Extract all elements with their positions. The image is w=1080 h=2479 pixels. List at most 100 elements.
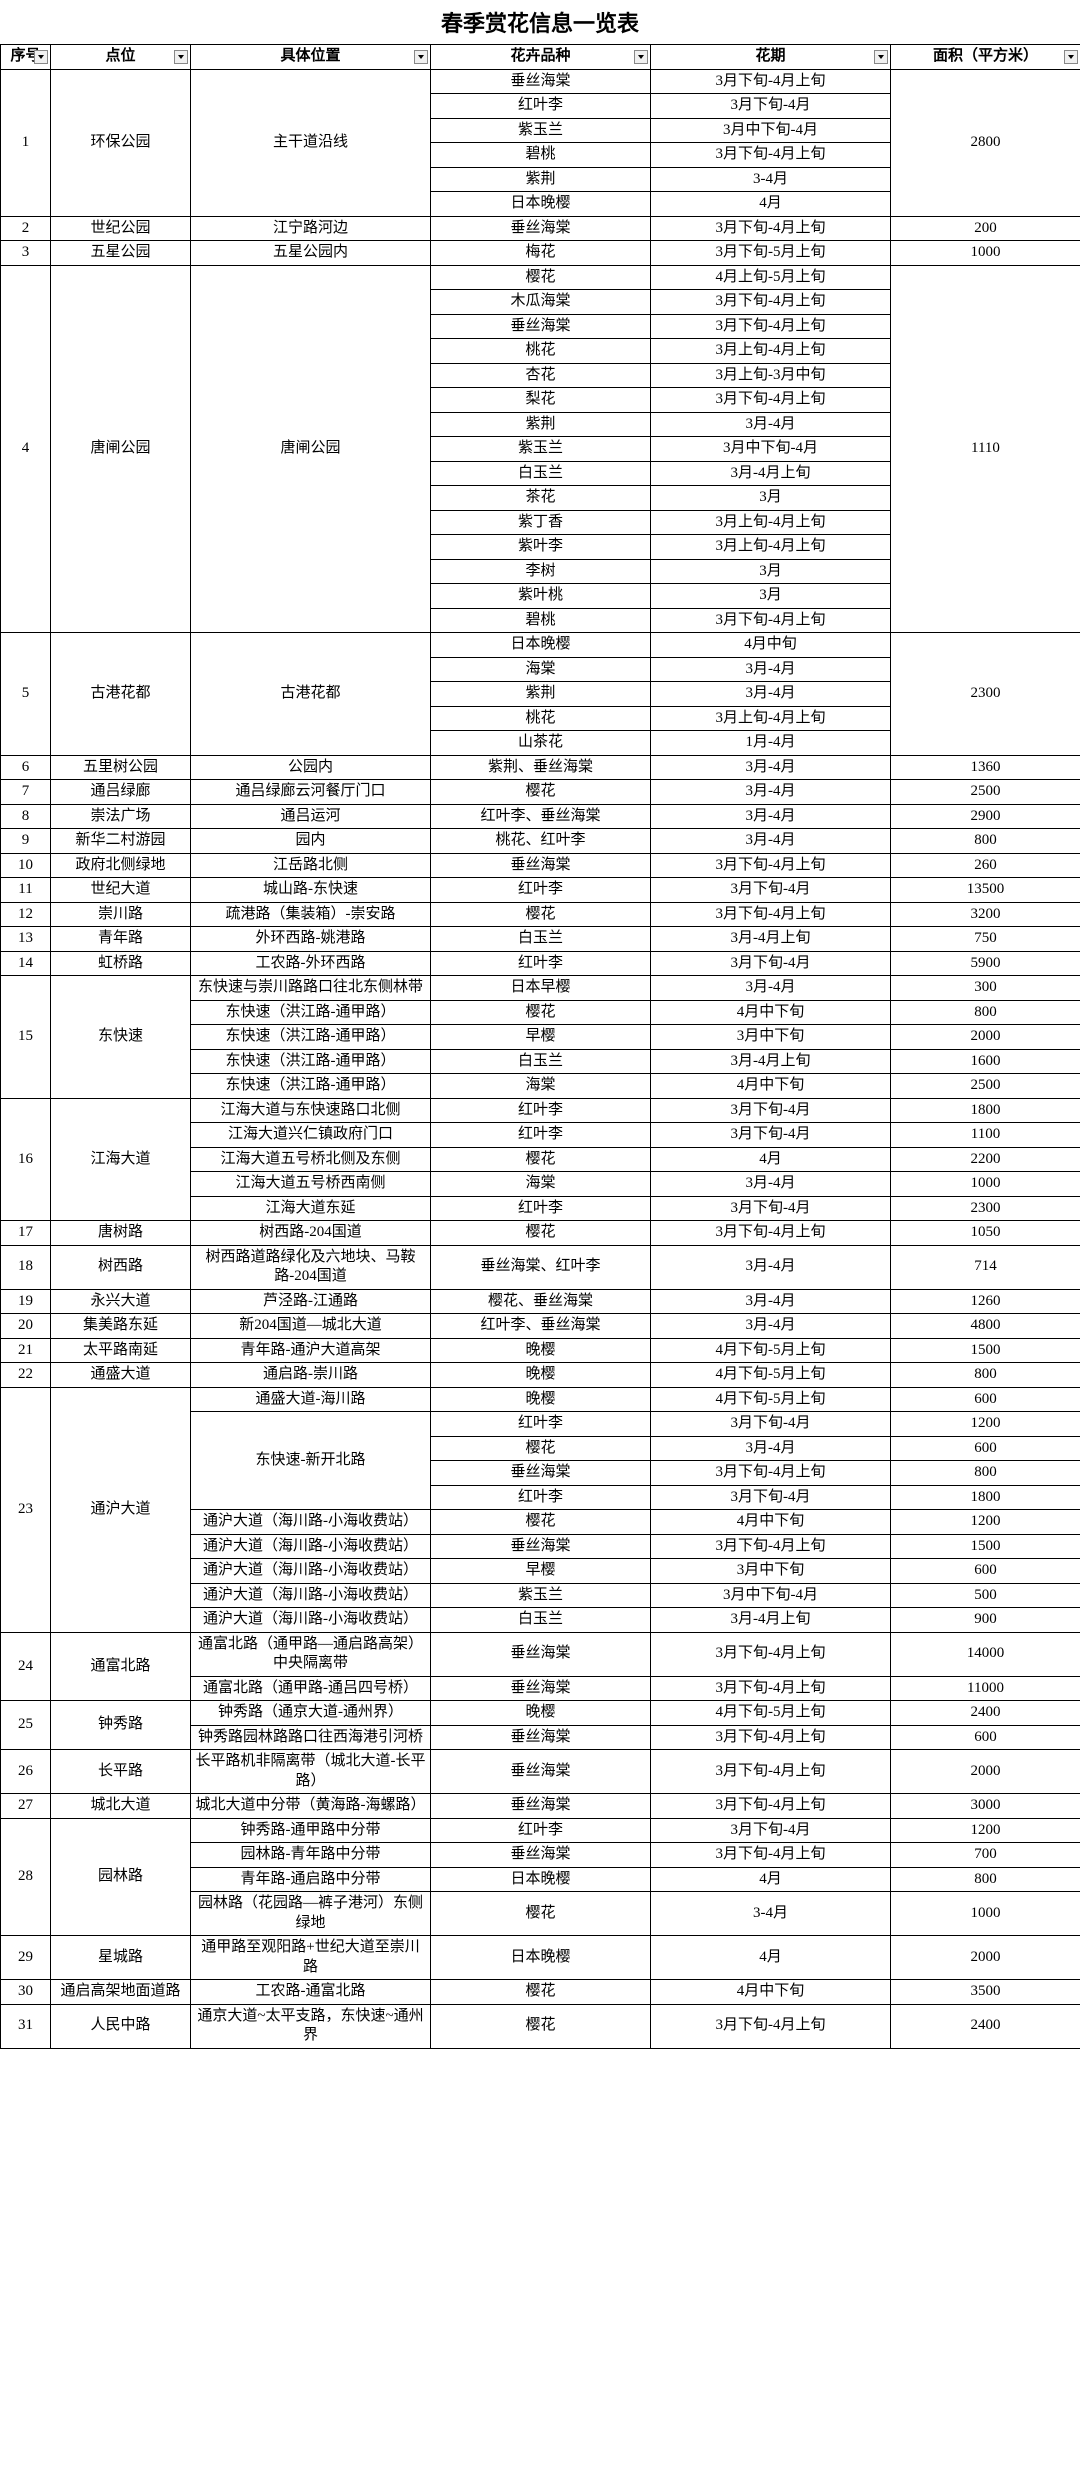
cell-site: 江海大道 xyxy=(51,1098,191,1221)
cell-area: 2200 xyxy=(891,1147,1080,1172)
cell-loc: 通沪大道（海川路-小海收费站） xyxy=(191,1608,431,1633)
cell-flower: 红叶李 xyxy=(431,951,651,976)
table-row: 2世纪公园江宁路河边垂丝海棠3月下旬-4月上旬200 xyxy=(1,216,1080,241)
cell-period: 3月-4月 xyxy=(651,804,891,829)
cell-period: 1月-4月 xyxy=(651,731,891,756)
filter-icon[interactable] xyxy=(634,50,648,64)
cell-flower: 紫玉兰 xyxy=(431,437,651,462)
cell-area: 1000 xyxy=(891,1892,1080,1936)
cell-period: 3月下旬-4月 xyxy=(651,1123,891,1148)
cell-site: 唐树路 xyxy=(51,1221,191,1246)
cell-period: 3月-4月上旬 xyxy=(651,461,891,486)
cell-seq: 19 xyxy=(1,1289,51,1314)
filter-icon[interactable] xyxy=(174,50,188,64)
table-row: 24通富北路通富北路（通甲路—通启路高架）中央隔离带垂丝海棠3月下旬-4月上旬1… xyxy=(1,1632,1080,1676)
cell-loc: 通富北路（通甲路-通吕四号桥） xyxy=(191,1676,431,1701)
cell-loc: 通沪大道（海川路-小海收费站） xyxy=(191,1583,431,1608)
cell-loc: 长平路机非隔离带（城北大道-长平路） xyxy=(191,1750,431,1794)
cell-loc: 通吕绿廊云河餐厅门口 xyxy=(191,780,431,805)
cell-seq: 12 xyxy=(1,902,51,927)
table-row: 27城北大道城北大道中分带（黄海路-海螺路）垂丝海棠3月下旬-4月上旬3000 xyxy=(1,1794,1080,1819)
cell-site: 五里树公园 xyxy=(51,755,191,780)
table-row: 28园林路钟秀路-通甲路中分带红叶李3月下旬-4月1200 xyxy=(1,1818,1080,1843)
cell-area: 900 xyxy=(891,1608,1080,1633)
cell-seq: 22 xyxy=(1,1363,51,1388)
cell-site: 长平路 xyxy=(51,1750,191,1794)
cell-flower: 垂丝海棠 xyxy=(431,216,651,241)
cell-loc: 工农路-通富北路 xyxy=(191,1980,431,2005)
cell-loc: 芦泾路-江通路 xyxy=(191,1289,431,1314)
cell-area: 300 xyxy=(891,976,1080,1001)
cell-period: 3月下旬-4月上旬 xyxy=(651,69,891,94)
cell-flower: 紫玉兰 xyxy=(431,118,651,143)
cell-flower: 樱花 xyxy=(431,265,651,290)
cell-loc: 江海大道兴仁镇政府门口 xyxy=(191,1123,431,1148)
cell-area: 13500 xyxy=(891,878,1080,903)
cell-flower: 海棠 xyxy=(431,657,651,682)
cell-seq: 5 xyxy=(1,633,51,756)
cell-flower: 紫丁香 xyxy=(431,510,651,535)
cell-period: 3月上旬-4月上旬 xyxy=(651,339,891,364)
table-row: 20集美路东延新204国道—城北大道红叶李、垂丝海棠3月-4月4800 xyxy=(1,1314,1080,1339)
cell-area: 11000 xyxy=(891,1676,1080,1701)
cell-flower: 垂丝海棠 xyxy=(431,69,651,94)
cell-loc: 江海大道东延 xyxy=(191,1196,431,1221)
cell-period: 3月下旬-4月上旬 xyxy=(651,1843,891,1868)
cell-loc: 五星公园内 xyxy=(191,241,431,266)
cell-loc: 外环西路-姚港路 xyxy=(191,927,431,952)
cell-flower: 晚樱 xyxy=(431,1701,651,1726)
cell-area: 700 xyxy=(891,1843,1080,1868)
cell-flower: 樱花 xyxy=(431,902,651,927)
cell-period: 3月-4月 xyxy=(651,829,891,854)
cell-flower: 紫荆、垂丝海棠 xyxy=(431,755,651,780)
cell-area: 1000 xyxy=(891,241,1080,266)
cell-seq: 29 xyxy=(1,1936,51,1980)
table-row: 15东快速东快速与崇川路路口往北东侧林带日本早樱3月-4月300 xyxy=(1,976,1080,1001)
cell-period: 3月下旬-4月上旬 xyxy=(651,1725,891,1750)
col-loc: 具体位置 xyxy=(191,45,431,70)
cell-loc: 东快速与崇川路路口往北东侧林带 xyxy=(191,976,431,1001)
cell-seq: 24 xyxy=(1,1632,51,1701)
cell-loc: 江海大道五号桥西南侧 xyxy=(191,1172,431,1197)
cell-period: 3-4月 xyxy=(651,167,891,192)
cell-period: 4月中下旬 xyxy=(651,1074,891,1099)
cell-period: 3月-4月 xyxy=(651,1289,891,1314)
cell-period: 4月下旬-5月上旬 xyxy=(651,1338,891,1363)
cell-flower: 白玉兰 xyxy=(431,927,651,952)
cell-area: 1000 xyxy=(891,1172,1080,1197)
cell-period: 3月下旬-4月 xyxy=(651,1196,891,1221)
cell-seq: 4 xyxy=(1,265,51,633)
cell-period: 4月下旬-5月上旬 xyxy=(651,1387,891,1412)
filter-icon[interactable] xyxy=(414,50,428,64)
cell-loc: 城北大道中分带（黄海路-海螺路） xyxy=(191,1794,431,1819)
cell-flower: 红叶李 xyxy=(431,94,651,119)
cell-flower: 梨花 xyxy=(431,388,651,413)
cell-site: 星城路 xyxy=(51,1936,191,1980)
table-row: 17唐树路树西路-204国道樱花3月下旬-4月上旬1050 xyxy=(1,1221,1080,1246)
cell-seq: 27 xyxy=(1,1794,51,1819)
cell-loc: 古港花都 xyxy=(191,633,431,756)
cell-period: 3月-4月 xyxy=(651,1436,891,1461)
filter-icon[interactable] xyxy=(34,50,48,64)
cell-flower: 李树 xyxy=(431,559,651,584)
cell-seq: 1 xyxy=(1,69,51,216)
filter-icon[interactable] xyxy=(1064,50,1078,64)
col-period: 花期 xyxy=(651,45,891,70)
cell-area: 2300 xyxy=(891,633,1080,756)
cell-flower: 垂丝海棠 xyxy=(431,1676,651,1701)
cell-flower: 红叶李 xyxy=(431,1412,651,1437)
cell-flower: 樱花 xyxy=(431,1000,651,1025)
cell-period: 3月下旬-5月上旬 xyxy=(651,241,891,266)
cell-site: 通启高架地面道路 xyxy=(51,1980,191,2005)
cell-loc: 园林路（花园路—裤子港河）东侧绿地 xyxy=(191,1892,431,1936)
cell-flower: 樱花 xyxy=(431,1147,651,1172)
filter-icon[interactable] xyxy=(874,50,888,64)
cell-site: 环保公园 xyxy=(51,69,191,216)
cell-area: 1050 xyxy=(891,1221,1080,1246)
cell-area: 600 xyxy=(891,1725,1080,1750)
cell-period: 3月中下旬-4月 xyxy=(651,118,891,143)
cell-flower: 山茶花 xyxy=(431,731,651,756)
cell-seq: 31 xyxy=(1,2004,51,2048)
table-row: 23通沪大道通盛大道-海川路晚樱4月下旬-5月上旬600 xyxy=(1,1387,1080,1412)
cell-period: 3月下旬-4月 xyxy=(651,1412,891,1437)
